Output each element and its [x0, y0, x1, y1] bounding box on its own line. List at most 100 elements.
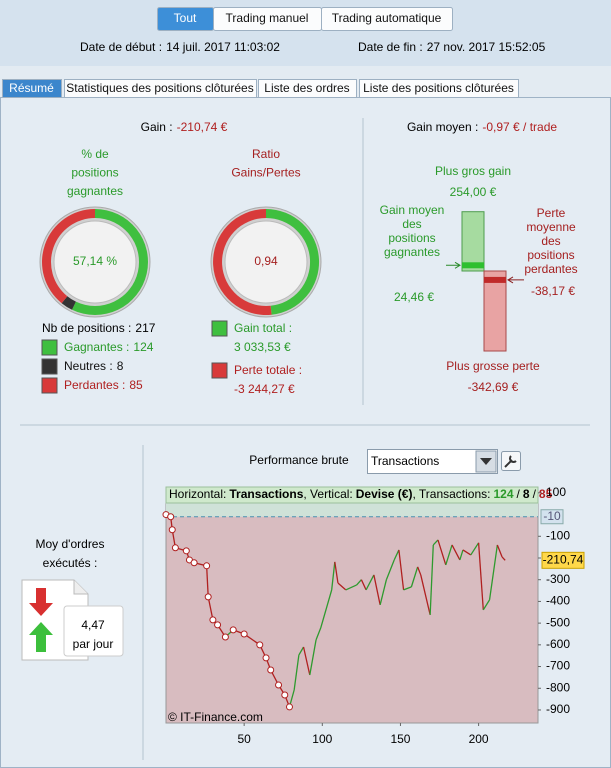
max-loss-bar: [483, 270, 507, 352]
tab[interactable]: [359, 79, 519, 98]
top-button-label: Trading manuel: [226, 11, 309, 25]
title: Ratio: [252, 147, 280, 161]
point: [190, 559, 198, 567]
y-tick-label: -700: [546, 659, 570, 673]
chart-header: [165, 486, 539, 504]
donut-segment: [61, 296, 76, 310]
orders-label: exécutés :: [43, 556, 98, 570]
y-tick-label: -800: [546, 680, 570, 694]
point: [229, 626, 237, 634]
text-span: 124: [133, 340, 153, 354]
line-segment: [334, 561, 339, 584]
point: [168, 526, 176, 534]
text-span: Nb de positions :: [42, 321, 131, 335]
line-segment: [356, 579, 362, 586]
tab[interactable]: [64, 79, 257, 98]
tab[interactable]: [258, 79, 357, 98]
text-span: Neutres :: [64, 359, 113, 373]
line-segment: [315, 627, 322, 641]
line-segment: [205, 565, 209, 597]
legend-label: Gagnantes : 124: [64, 340, 154, 354]
y-tick-label: -900: [546, 702, 570, 716]
text-span: Perdantes :: [64, 378, 125, 392]
point: [204, 593, 212, 601]
line-segment: [337, 582, 347, 591]
gain: Gain : -210,74 €: [141, 120, 228, 134]
date-start: Date de début : 14 juil. 2017 11:03:02: [80, 40, 280, 54]
text-span: -0,97 € / trade: [482, 120, 557, 134]
line-segment: [417, 566, 422, 576]
line-segment: [501, 556, 506, 561]
arrow: [446, 261, 461, 269]
y-tick-label: -300: [546, 572, 570, 586]
line-segment: [429, 544, 434, 615]
donut-segment: [72, 209, 148, 315]
value: -38,17 €: [531, 284, 575, 298]
line-segment: [477, 542, 484, 610]
text-span: Gain moyen :: [407, 120, 478, 134]
point: [285, 703, 293, 711]
watermark: © IT-Finance.com: [168, 710, 263, 724]
point: [171, 544, 179, 552]
tab-label: Statistiques des positions clôturées: [66, 81, 253, 95]
y-tick-label: -400: [546, 594, 570, 608]
line-segment: [207, 596, 214, 621]
line-segment: [496, 544, 503, 558]
label: des: [541, 234, 560, 248]
top-button[interactable]: [321, 7, 453, 31]
point: [214, 621, 222, 629]
title: % de: [81, 147, 109, 161]
up-arrow: [29, 622, 53, 652]
text-span: -210,74 €: [177, 120, 228, 134]
y-tick-label: 100: [546, 485, 566, 499]
paper-fold: [73, 580, 88, 595]
label: positions: [388, 231, 435, 245]
average-gain: Gain moyen : -0,97 € / trade: [407, 120, 557, 134]
donut-center: [53, 220, 137, 304]
date-end: Date de fin : 27 nov. 2017 15:52:05: [358, 40, 546, 54]
current-label-box: [541, 551, 585, 569]
x-tick-label: 100: [312, 732, 332, 746]
line-segment: [445, 544, 453, 566]
label: Gain moyen: [380, 203, 445, 217]
legend-label: Neutres : 8: [64, 359, 124, 373]
line-segment: [488, 544, 499, 600]
point: [203, 562, 211, 570]
legend-swatch: [41, 339, 58, 356]
line-segment: [459, 549, 464, 561]
title: Performance brute: [249, 453, 349, 467]
reference-label-box: [540, 509, 564, 525]
orders-box: [63, 605, 124, 657]
x-tick-label: 50: [237, 732, 251, 746]
text-span: , Transactions:: [412, 487, 490, 501]
line-segment: [451, 544, 461, 561]
point: [262, 654, 270, 662]
y-tick-label: -100: [546, 528, 570, 542]
line-segment: [345, 584, 357, 591]
avg-loss-mark: [484, 276, 506, 283]
text-span: 14 juil. 2017 11:03:02: [166, 40, 280, 54]
line-segment: [393, 549, 400, 561]
dropdown-arrow: [480, 458, 492, 465]
tab-label: Liste des ordres: [264, 81, 349, 95]
line-segment: [373, 574, 381, 606]
line-segment: [298, 646, 305, 656]
text-span: Gagnantes :: [64, 340, 129, 354]
y-tick-label: -500: [546, 615, 570, 629]
label: Perte: [537, 206, 566, 220]
label: Perte totale :: [234, 363, 302, 377]
donut-segment: [213, 209, 272, 315]
line-segment: [320, 589, 333, 629]
label: Gain total :: [234, 321, 292, 335]
x-tick-label: 200: [469, 732, 489, 746]
line-segment: [331, 561, 336, 590]
tab[interactable]: [2, 79, 62, 98]
wrench-icon: [504, 455, 517, 468]
tab-label: Liste des positions clôturées: [363, 81, 514, 95]
text-span: Date de fin :: [358, 40, 423, 54]
orders-label: Moy d'ordres: [36, 537, 105, 551]
line-segment: [309, 639, 317, 676]
text-span: , Vertical:: [303, 487, 352, 501]
positions: Nb de positions : 217: [42, 321, 156, 335]
